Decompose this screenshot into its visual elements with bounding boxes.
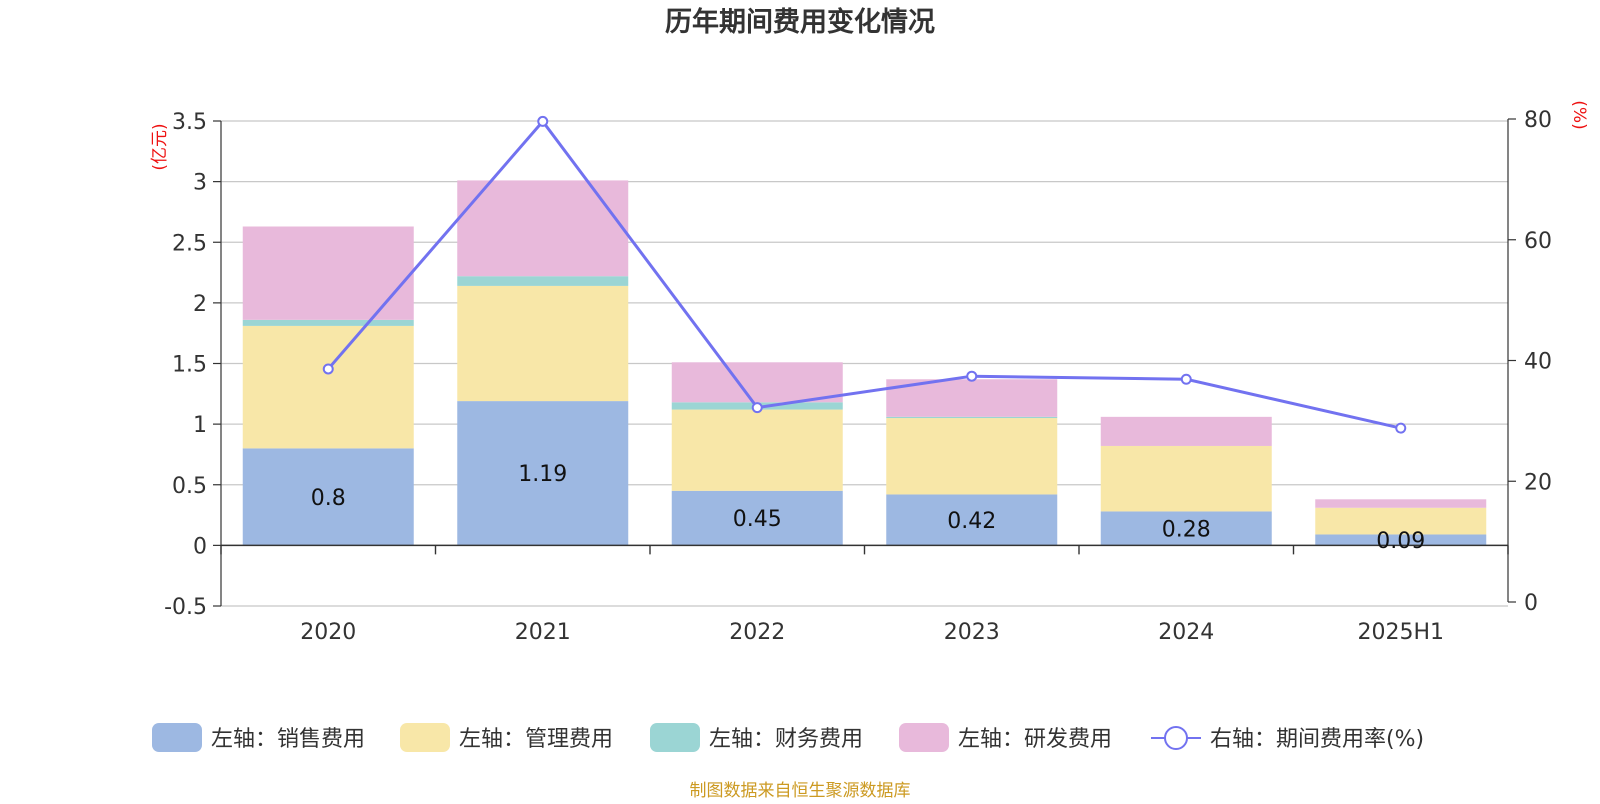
bar-segment — [1100, 445, 1272, 512]
bar-segment — [1315, 507, 1487, 535]
bar-data-label: 0.09 — [1376, 529, 1425, 554]
bar-segment — [671, 362, 843, 403]
category-axis-label: 2023 — [944, 620, 1000, 645]
axes: 3.5 3 2.5 2 1.5 1 0.5 0 -0.5 80 60 40 20 0 2020 2021 202… — [164, 108, 1552, 645]
source-note: 制图数据来自恒生聚源数据库 — [690, 781, 911, 800]
category-axis-label: 2021 — [515, 620, 571, 645]
bar-segment — [886, 418, 1058, 495]
line-series — [322, 115, 1407, 434]
left-axis-tick-label: 0 — [193, 534, 207, 559]
bar-segment — [1315, 534, 1487, 546]
category-axis-label: 2024 — [1158, 620, 1214, 645]
legend: 左轴：销售费用 左轴：管理费用 左轴：财务费用 左轴：研发费用 右轴：期间费用率(%) — [152, 723, 1424, 752]
bar-series — [242, 180, 1487, 546]
bar-segment — [242, 325, 414, 449]
bar-data-label: 0.45 — [733, 507, 782, 532]
legend-label: 左轴：销售费用 — [211, 727, 365, 752]
legend-label: 右轴：期间费用率(%) — [1210, 727, 1424, 752]
left-axis-tick-label: 2 — [193, 292, 207, 317]
bar-segment — [671, 490, 843, 546]
left-axis-tick-label: 1 — [193, 413, 207, 438]
category-axis-label: 2022 — [729, 620, 785, 645]
right-axis-tick-label: 80 — [1524, 108, 1552, 133]
left-axis-unit: (亿元) — [150, 123, 170, 170]
left-axis-tick-label: 1.5 — [172, 353, 207, 378]
category-axis-label: 2025H1 — [1357, 620, 1444, 645]
grid-lines — [221, 120, 1508, 607]
bar-segment — [457, 285, 629, 402]
legend-swatch — [152, 723, 202, 752]
bar-segment — [242, 319, 414, 326]
bar-segment — [1315, 499, 1487, 508]
bar-data-label: 0.8 — [311, 486, 346, 511]
line-point — [322, 363, 334, 375]
line-point — [751, 402, 763, 414]
right-axis-unit: (%) — [1569, 100, 1589, 129]
left-axis-tick-label: 3.5 — [172, 110, 207, 135]
right-axis-tick-label: 40 — [1524, 350, 1552, 375]
bar-segment — [1100, 416, 1272, 446]
bar-segment — [1100, 511, 1272, 546]
bar-data-label: 0.28 — [1162, 517, 1211, 542]
line-point — [1180, 373, 1192, 385]
line-point — [537, 115, 549, 127]
data-labels: 0.8 1.19 0.45 0.42 0.28 0.09 — [311, 462, 1425, 554]
right-axis-tick-label: 0 — [1524, 591, 1538, 616]
right-axis-tick-label: 60 — [1524, 229, 1552, 254]
legend-label: 左轴：财务费用 — [709, 727, 863, 752]
bar-segment — [457, 180, 629, 277]
bar-data-label: 1.19 — [518, 462, 567, 487]
left-axis-tick-label: 0.5 — [172, 474, 207, 499]
bar-segment — [886, 416, 1058, 419]
legend-swatch — [650, 723, 700, 752]
bar-segment — [886, 494, 1058, 546]
chart-title: 历年期间费用变化情况 — [665, 6, 935, 38]
category-axis-label: 2020 — [300, 620, 356, 645]
left-axis-tick-label: -0.5 — [164, 595, 207, 620]
bar-segment — [242, 226, 414, 320]
right-axis-tick-label: 20 — [1524, 470, 1552, 495]
legend-label: 左轴：管理费用 — [459, 727, 613, 752]
legend-swatch — [400, 723, 450, 752]
legend-swatch — [899, 723, 949, 752]
line-series-path — [327, 119, 1402, 430]
bar-segment — [457, 401, 629, 546]
legend-label: 左轴：研发费用 — [958, 727, 1112, 752]
line-point — [1395, 422, 1407, 434]
bar-segment — [671, 409, 843, 491]
left-axis-tick-label: 3 — [193, 171, 207, 196]
legend-swatch-marker — [1164, 726, 1188, 750]
line-point — [966, 370, 978, 382]
bar-segment — [242, 448, 414, 546]
bar-segment — [457, 276, 629, 286]
bar-data-label: 0.42 — [947, 509, 996, 534]
left-axis-tick-label: 2.5 — [172, 231, 207, 256]
